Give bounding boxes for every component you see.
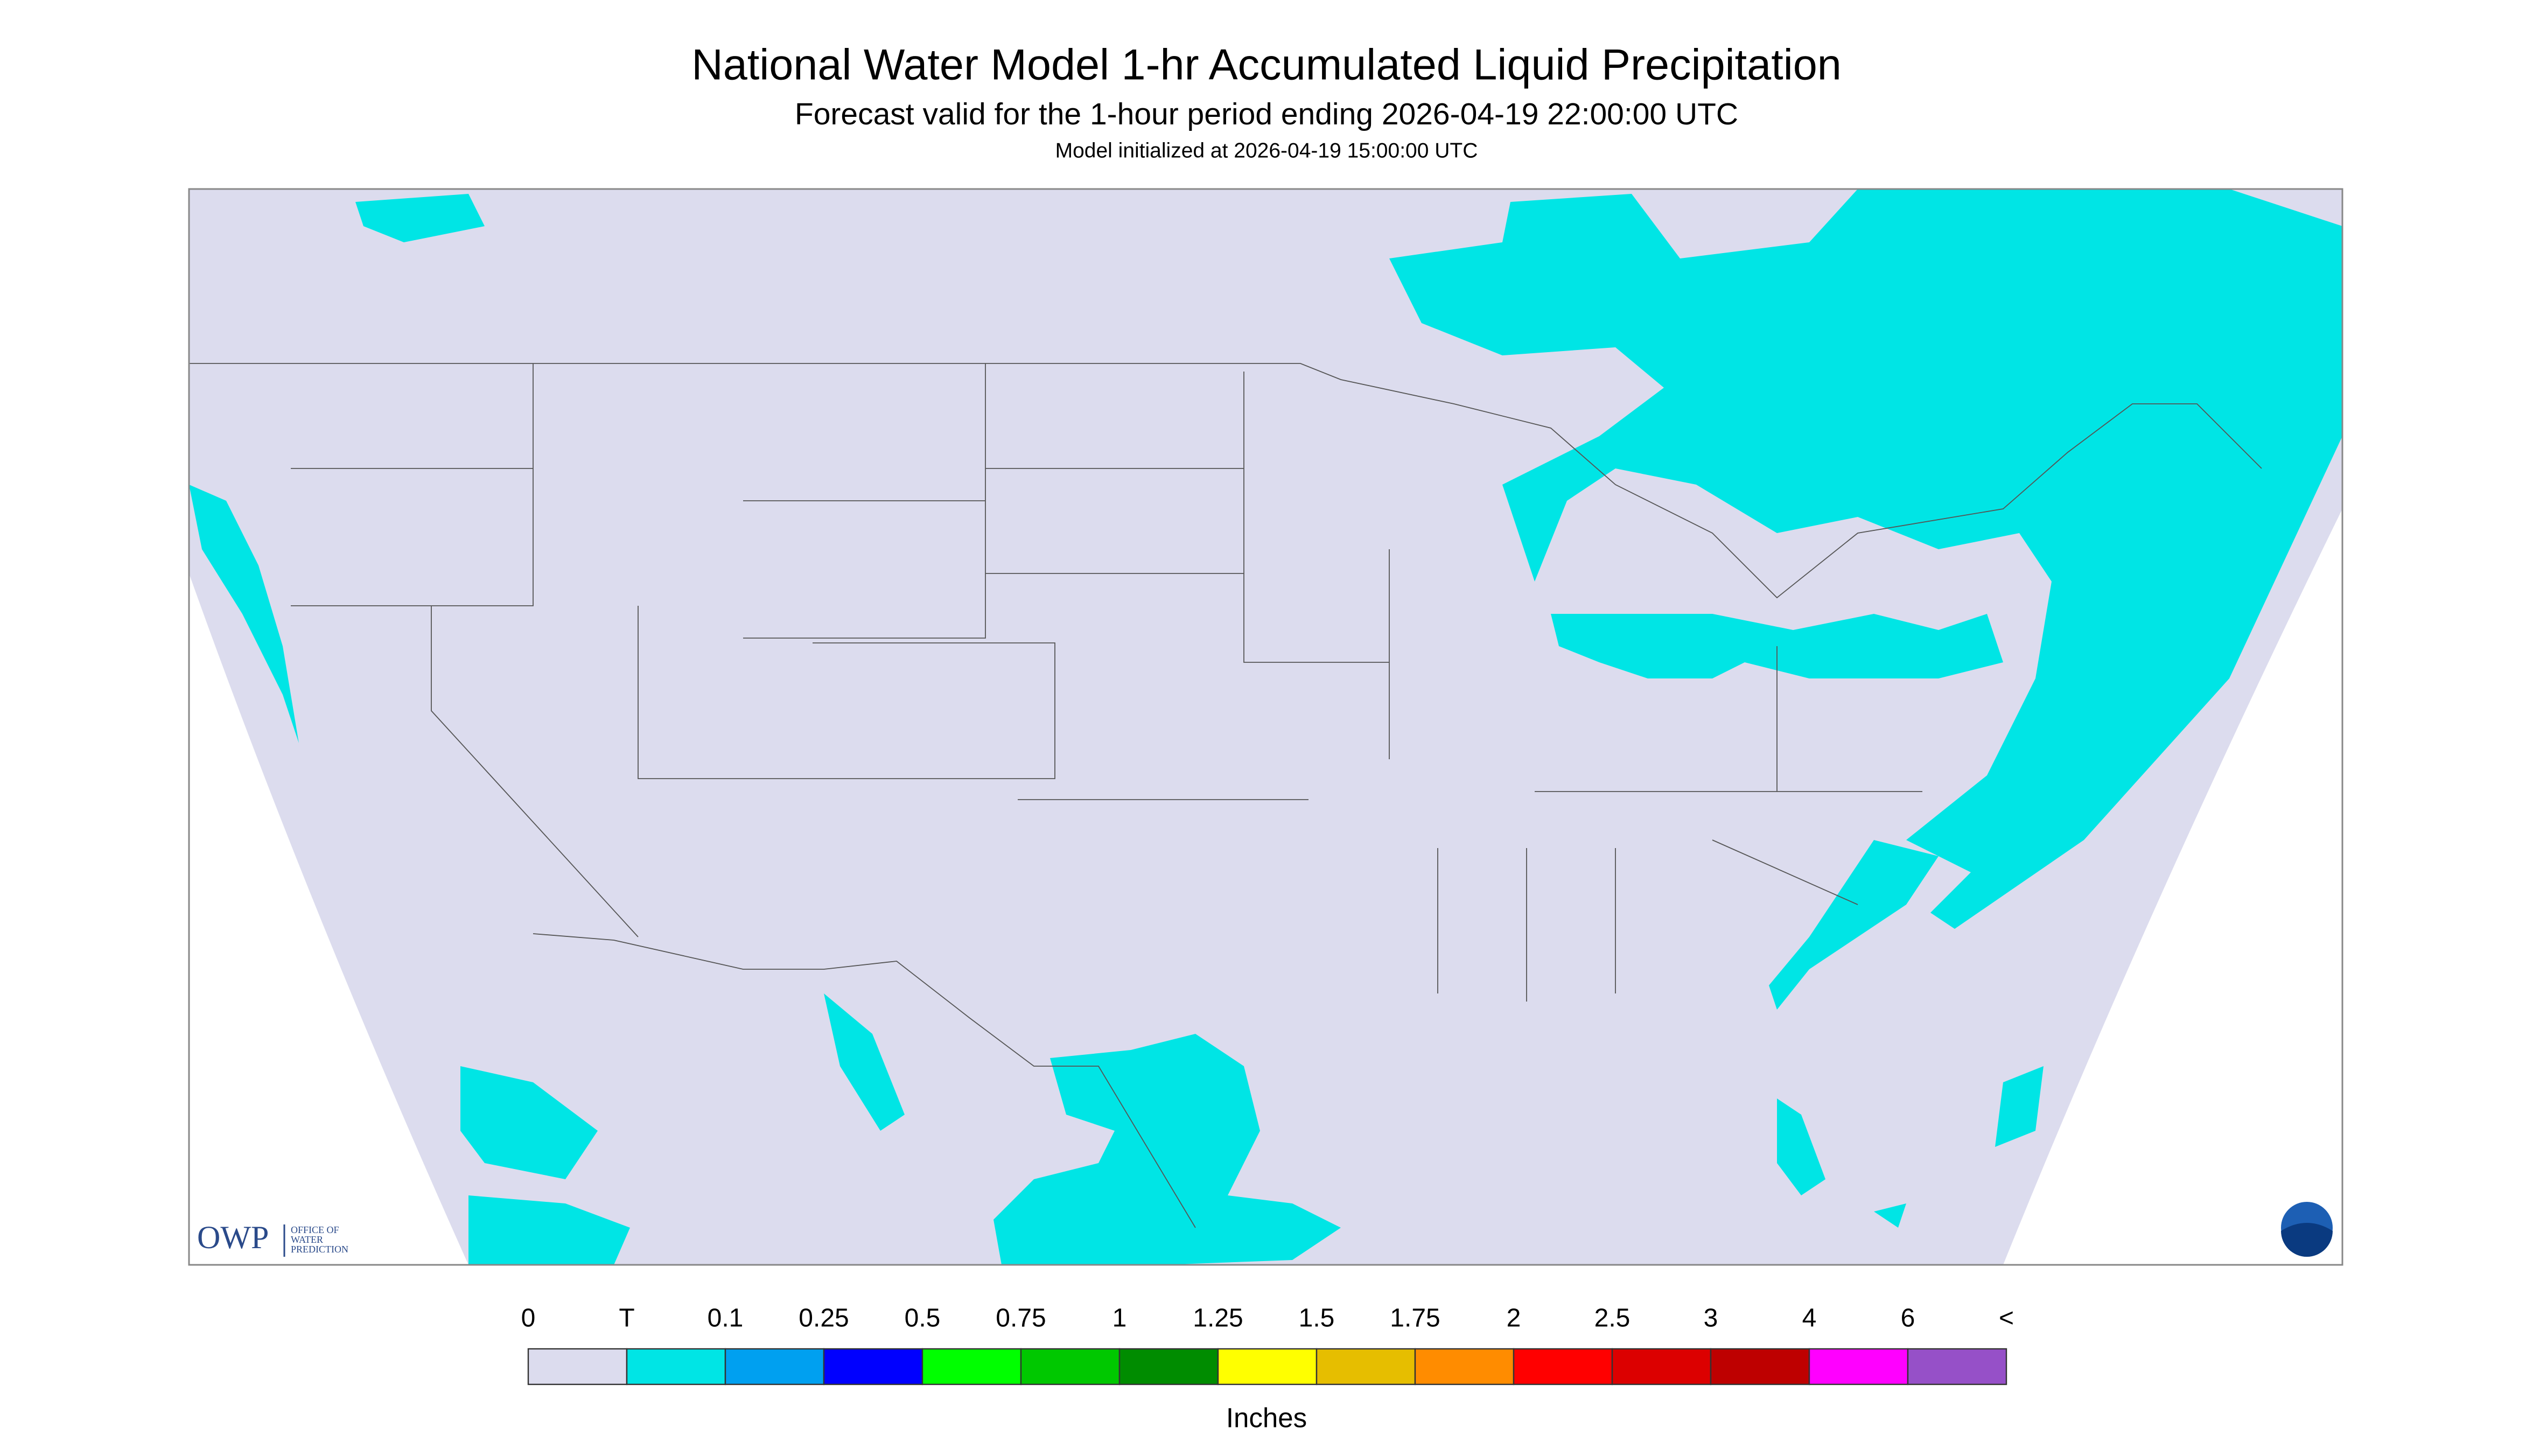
legend-swatch <box>823 1348 923 1385</box>
logo-line: OFFICE OF <box>291 1224 339 1235</box>
precip-texas-gulf <box>993 1034 1341 1265</box>
precip-southwest <box>460 993 905 1265</box>
precip-west-coast <box>189 485 299 744</box>
subtitle: Forecast valid for the 1-hour period end… <box>795 97 1738 131</box>
precip-florida <box>1777 1098 1825 1196</box>
legend-swatch <box>1414 1348 1515 1385</box>
projection-mask-left <box>189 573 468 1265</box>
map: OWP OFFICE OF WATER PREDICTION <box>188 188 2343 1266</box>
border-us-mexico <box>533 933 1196 1228</box>
precip-canada-west <box>355 194 485 243</box>
legend-label: < <box>1999 1304 2014 1333</box>
legend-label: 3 <box>1704 1304 1718 1333</box>
legend-label: 1 <box>1112 1304 1127 1333</box>
map-frame <box>188 188 2343 1266</box>
legend-label: 0.5 <box>905 1304 941 1333</box>
init-note: Model initialized at 2026-04-19 15:00:00… <box>1055 139 1478 162</box>
legend-swatch <box>724 1348 825 1385</box>
legend-swatch <box>527 1348 628 1385</box>
legend-label: T <box>619 1304 634 1333</box>
legend-swatch <box>1611 1348 1712 1385</box>
logo-acronym: OWP <box>197 1220 269 1255</box>
logo-line: WATER <box>291 1234 323 1245</box>
legend-swatch <box>921 1348 1022 1385</box>
logo-line: PREDICTION <box>291 1244 348 1255</box>
legend-label: 2.5 <box>1594 1304 1631 1333</box>
legend-label: 4 <box>1802 1304 1817 1333</box>
legend-label: 1.75 <box>1390 1304 1440 1333</box>
legend-unit: Inches <box>1226 1402 1307 1433</box>
legend-swatch <box>1808 1348 1909 1385</box>
title: National Water Model 1-hr Accumulated Li… <box>691 40 1842 89</box>
legend-label: 1.25 <box>1193 1304 1243 1333</box>
legend-swatch <box>1710 1348 1810 1385</box>
precip-northeast <box>1389 189 2342 929</box>
legend-label: 2 <box>1507 1304 1521 1333</box>
legend-swatch <box>1118 1348 1219 1385</box>
legend-label: 1.5 <box>1299 1304 1335 1333</box>
precip-southeast-coast <box>1769 840 1939 1010</box>
legend-swatch <box>1020 1348 1121 1385</box>
legend-swatch <box>1217 1348 1318 1385</box>
precip-atlantic <box>1874 1066 2044 1228</box>
legend-swatch <box>1316 1348 1416 1385</box>
state-lines <box>291 363 1922 1002</box>
legend-swatch <box>626 1348 726 1385</box>
legend-label: 0.25 <box>799 1304 849 1333</box>
projection-mask-right <box>2003 509 2342 1265</box>
noaa-emblem-wave <box>2281 1223 2333 1257</box>
legend-label: 0.75 <box>996 1304 1046 1333</box>
border-us-canada <box>189 363 2262 599</box>
legend-swatch <box>1907 1348 2007 1385</box>
legend-swatch <box>1513 1348 1613 1385</box>
legend-label: 0 <box>521 1304 536 1333</box>
legend-label: 6 <box>1901 1304 1915 1333</box>
legend: 0 T 0.1 0.25 0.5 0.75 1 1.25 1.5 1.75 2 2.5 3 4 6 < <box>521 1304 2014 1385</box>
legend-label: 0.1 <box>708 1304 744 1333</box>
